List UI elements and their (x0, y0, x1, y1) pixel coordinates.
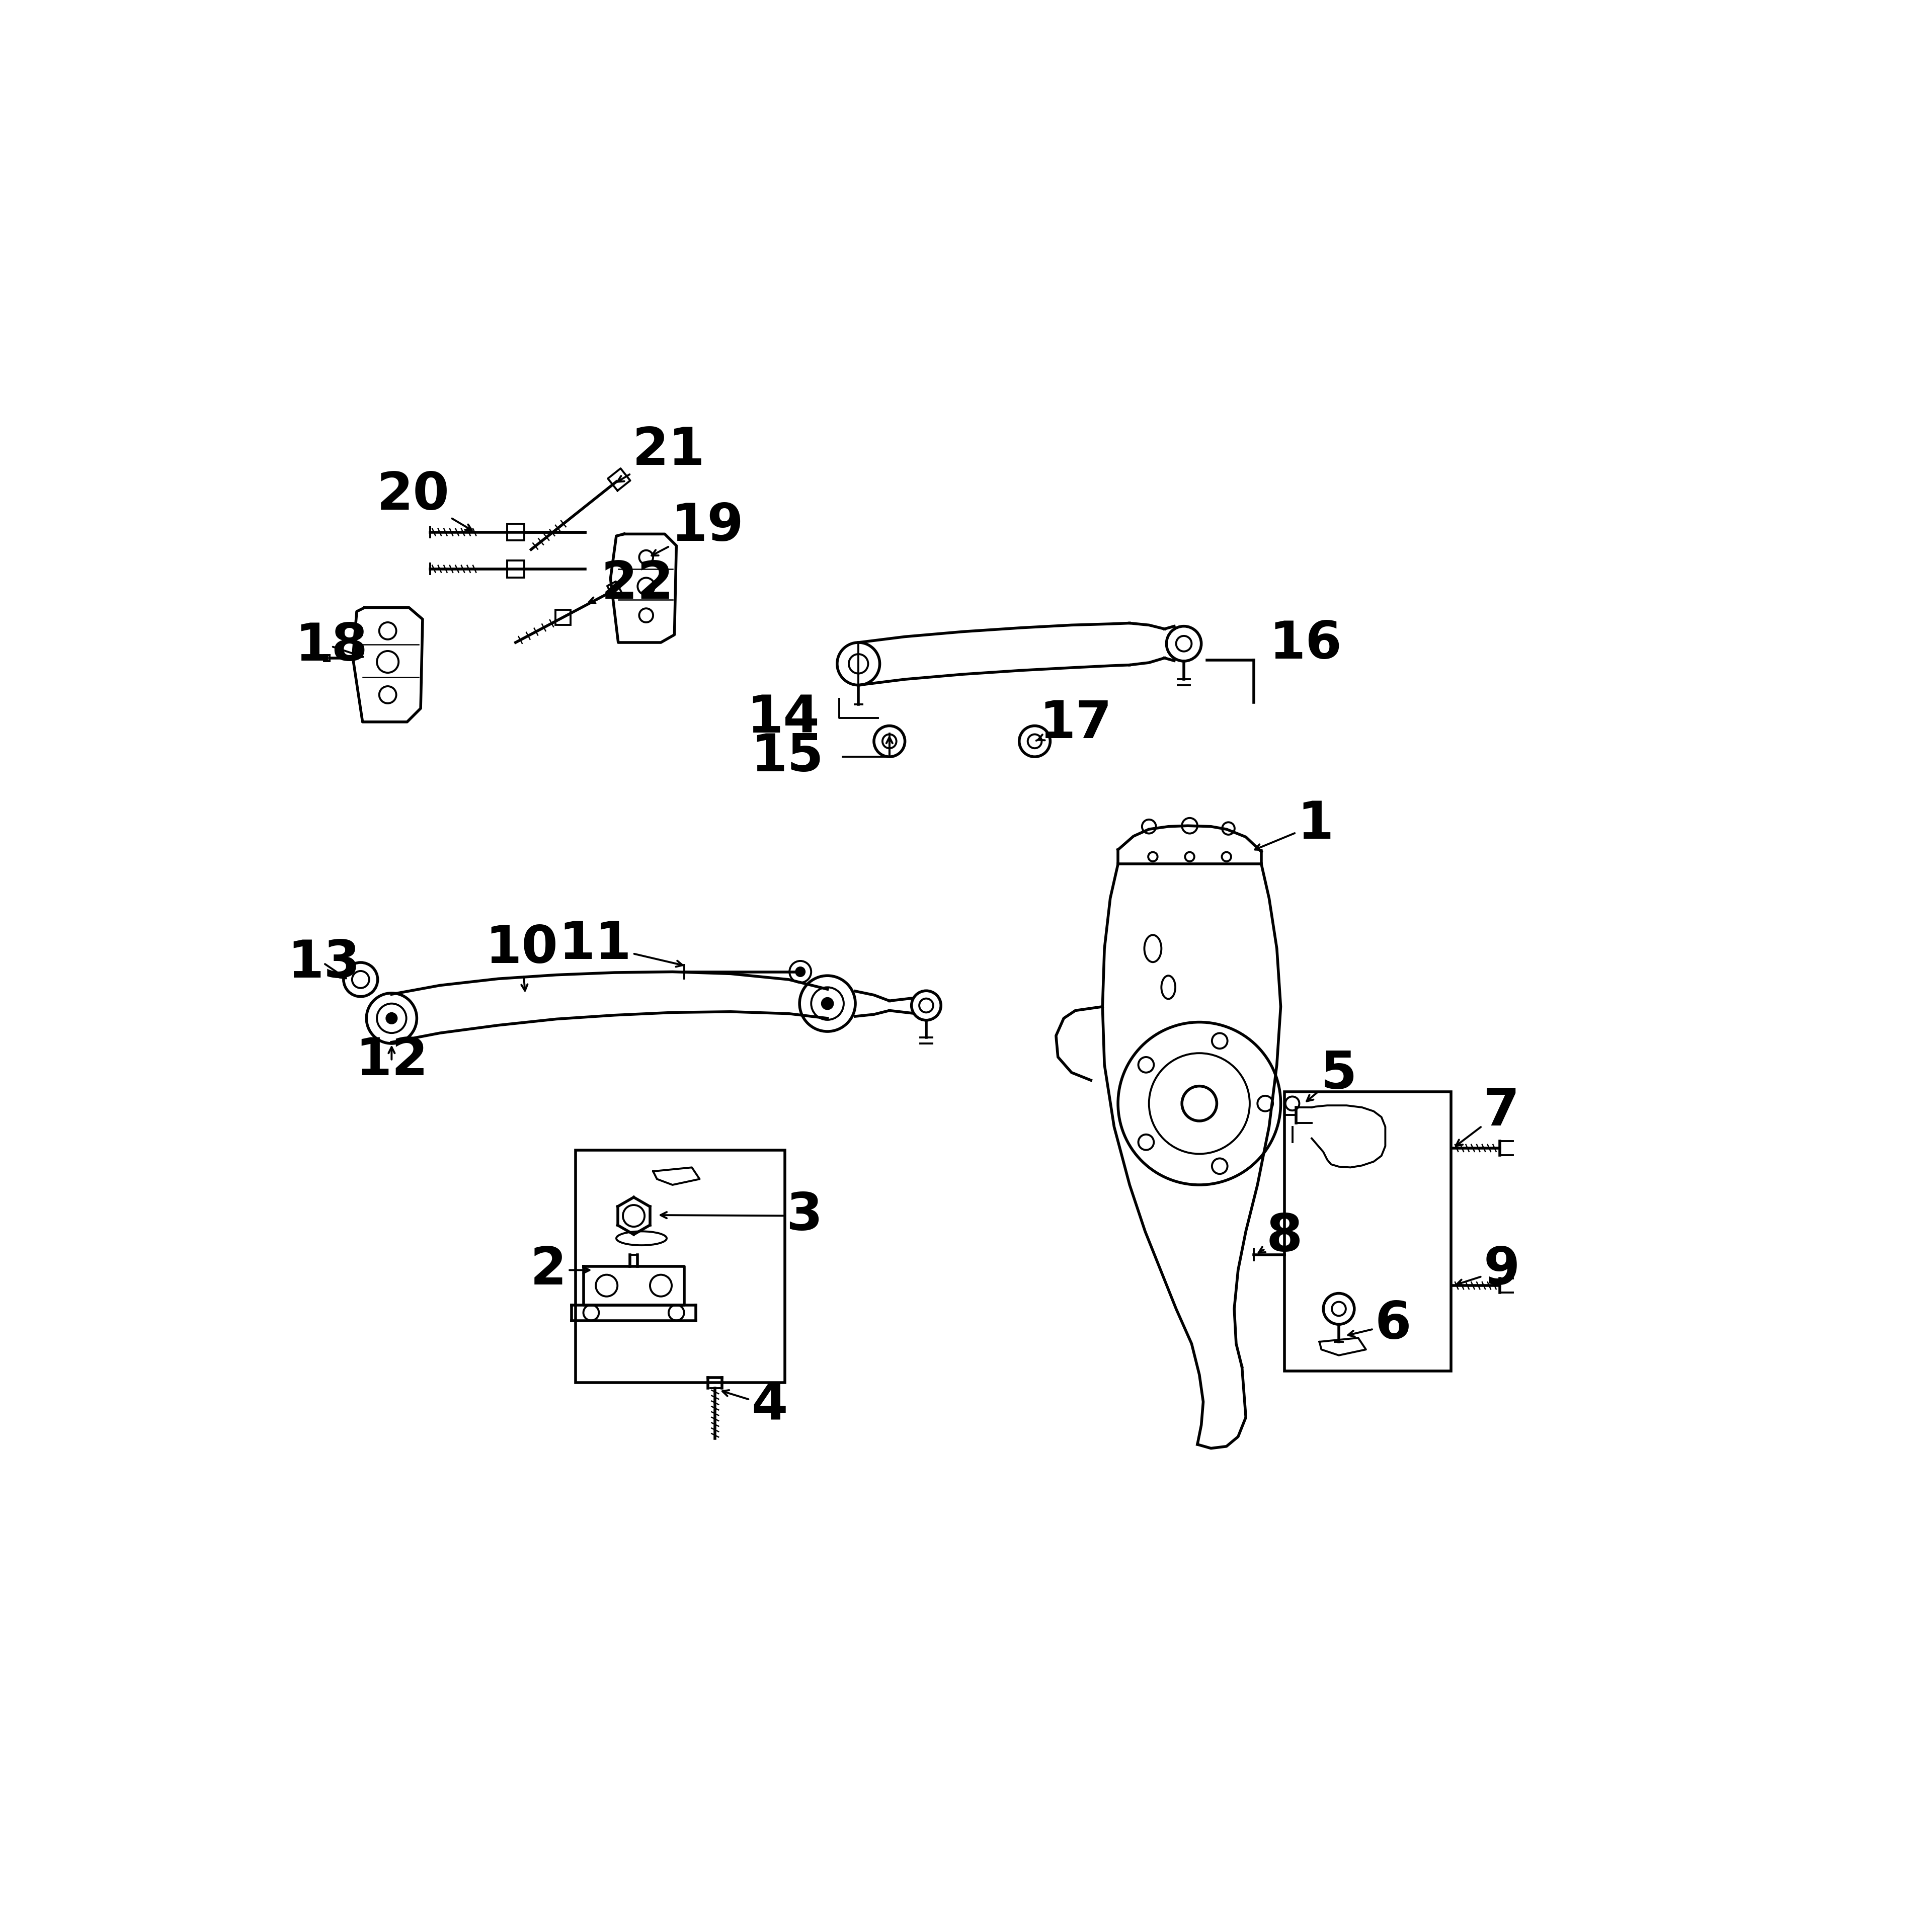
Text: 11: 11 (558, 920, 682, 970)
Text: 22: 22 (589, 558, 674, 611)
Text: 17: 17 (1036, 699, 1111, 750)
Text: 3: 3 (661, 1190, 823, 1240)
Text: 12: 12 (355, 1036, 429, 1086)
Text: 16: 16 (1269, 618, 1343, 670)
Text: 4: 4 (723, 1379, 788, 1432)
Bar (576, 1150, 784, 1383)
Text: 8: 8 (1258, 1211, 1302, 1264)
Text: 5: 5 (1306, 1049, 1356, 1101)
Circle shape (823, 999, 833, 1009)
Text: 10: 10 (485, 923, 558, 991)
Bar (554, 611, 570, 626)
Text: 15: 15 (752, 732, 823, 782)
Text: 7: 7 (1457, 1086, 1520, 1146)
Text: 2: 2 (529, 1244, 589, 1296)
Text: 1: 1 (1256, 800, 1333, 850)
Text: 20: 20 (377, 469, 471, 529)
Text: 18: 18 (296, 620, 367, 672)
Bar (506, 560, 524, 578)
Text: 9: 9 (1457, 1244, 1520, 1296)
Text: 19: 19 (651, 500, 744, 556)
Text: 13: 13 (288, 937, 359, 989)
Bar (1285, 1092, 1451, 1372)
Circle shape (796, 968, 806, 976)
Text: 14: 14 (748, 694, 819, 744)
Circle shape (386, 1014, 396, 1022)
Text: 6: 6 (1349, 1298, 1410, 1350)
Text: 21: 21 (618, 425, 705, 481)
Bar (506, 524, 524, 541)
